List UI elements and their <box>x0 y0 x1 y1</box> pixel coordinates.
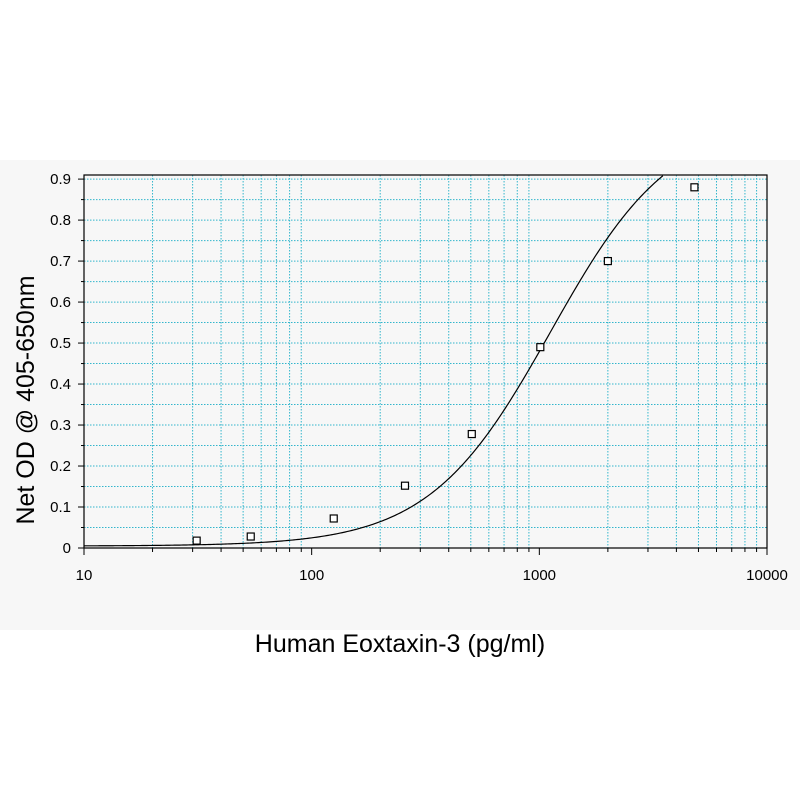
y-axis-tick-labels: 0 0.1 0.2 0.3 0.4 0.5 0.6 0.7 0.8 0.9 <box>50 171 71 557</box>
data-point <box>192 536 201 545</box>
y-tick-label: 0.5 <box>50 335 71 352</box>
x-axis-title: Human Eoxtaxin-3 (pg/ml) <box>255 630 545 658</box>
fit-curve <box>83 175 664 547</box>
data-point <box>246 532 255 541</box>
data-point <box>690 183 699 192</box>
y-tick-label: 0.6 <box>50 294 71 311</box>
y-axis-title: Net OD @ 405-650nm <box>12 275 40 524</box>
x-axis-tick-labels: 10 100 1000 10000 <box>76 567 788 584</box>
y-tick-label: 0.8 <box>50 212 71 229</box>
data-point <box>603 256 612 266</box>
x-tick-label: 10000 <box>746 567 788 584</box>
data-points <box>192 183 699 545</box>
y-tick-label: 0.9 <box>50 171 71 188</box>
x-tick-label: 1000 <box>523 567 556 584</box>
x-tick-label: 100 <box>299 567 324 584</box>
y-tick-label: 0.2 <box>50 458 71 475</box>
chart-panel <box>0 160 800 630</box>
y-tick-label: 0.1 <box>50 499 71 516</box>
data-point <box>467 429 476 439</box>
data-point <box>400 481 410 490</box>
y-tick-label: 0.4 <box>50 376 71 393</box>
y-tick-label: 0 <box>63 540 71 557</box>
y-tick-label: 0.3 <box>50 417 71 434</box>
y-tick-label: 0.7 <box>50 253 71 270</box>
plot-frame <box>83 174 768 549</box>
data-point <box>329 514 338 523</box>
x-tick-label: 10 <box>76 567 93 584</box>
axis-ticks <box>78 178 768 555</box>
gridlines <box>84 175 767 548</box>
data-point <box>536 343 545 352</box>
